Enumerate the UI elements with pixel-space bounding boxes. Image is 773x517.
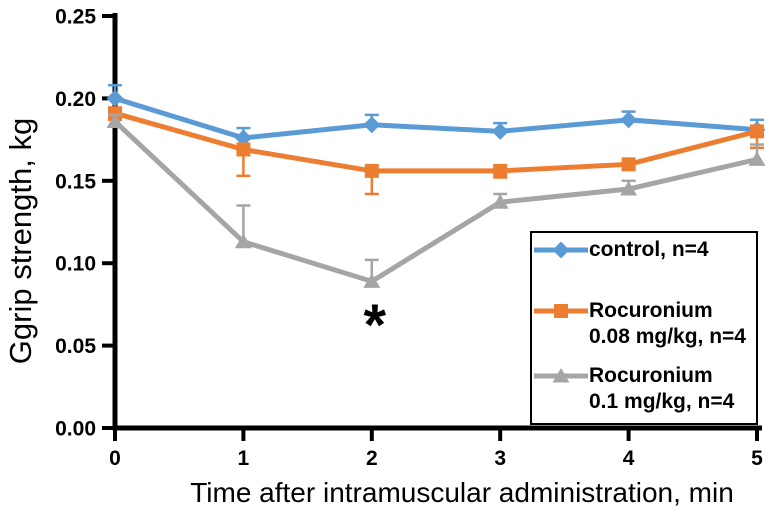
x-tick-label: 3 — [494, 447, 506, 470]
y-tick-label: 0.15 — [55, 170, 96, 193]
series-line — [114, 110, 758, 174]
y-tick-label: 0.25 — [55, 6, 96, 29]
x-tick-label: 5 — [751, 447, 763, 470]
x-axis-title: Time after intramuscular administration,… — [190, 477, 734, 508]
marker-square — [750, 124, 764, 139]
legend-label-rocuronium-01: Rocuronium 0.1 mg/kg, n=4 — [589, 363, 734, 415]
legend-label-line: 0.1 mg/kg, n=4 — [589, 390, 735, 413]
marker-square — [621, 157, 636, 172]
marker-diamond — [106, 89, 124, 107]
marker-square — [108, 106, 122, 121]
x-tick-label: 2 — [366, 447, 378, 470]
legend: control, n=4 Rocuronium 0.08 mg/kg, n=4 … — [530, 231, 758, 425]
legend-label-line: 0.08 mg/kg, n=4 — [589, 325, 746, 348]
marker-triangle — [748, 151, 766, 166]
y-axis-title: Ggrip strength, kg — [3, 117, 38, 365]
y-tick-label: 0.10 — [55, 253, 96, 276]
series-square — [108, 106, 764, 196]
series-line — [114, 96, 758, 141]
marker-triangle — [491, 194, 509, 209]
marker-diamond — [552, 241, 570, 259]
marker-diamond — [620, 111, 638, 129]
marker-triangle — [620, 181, 638, 196]
legend-label-line: control, n=4 — [589, 238, 709, 261]
marker-square — [236, 142, 251, 157]
x-tick-label: 4 — [623, 447, 635, 470]
marker-diamond — [363, 116, 381, 134]
legend-label-control: control, n=4 — [589, 237, 709, 263]
marker-triangle — [552, 368, 570, 383]
marker-triangle — [234, 233, 252, 249]
marker-diamond — [491, 122, 509, 140]
series-triangle — [106, 113, 766, 288]
x-tick-label: 0 — [109, 447, 121, 470]
legend-label-line: Rocuronium — [589, 364, 713, 387]
marker-triangle — [106, 113, 124, 128]
x-tick-label: 1 — [238, 447, 250, 470]
significance-asterisk: * — [364, 293, 387, 358]
legend-label-rocuronium-008: Rocuronium 0.08 mg/kg, n=4 — [589, 298, 746, 350]
marker-square — [554, 304, 568, 318]
series-line — [113, 119, 758, 285]
legend-swatch-rocuronium-008 — [534, 304, 588, 318]
marker-diamond — [234, 129, 252, 147]
y-tick-label: 0.00 — [55, 418, 96, 441]
legend-swatch-control — [534, 241, 588, 259]
legend-label-line: Rocuronium — [589, 299, 713, 322]
marker-square — [364, 163, 379, 178]
y-tick-label: 0.05 — [55, 335, 96, 358]
marker-square — [493, 163, 508, 178]
marker-triangle — [363, 273, 381, 288]
legend-swatch-rocuronium-01 — [534, 368, 588, 383]
y-tick-label: 0.20 — [55, 88, 96, 111]
